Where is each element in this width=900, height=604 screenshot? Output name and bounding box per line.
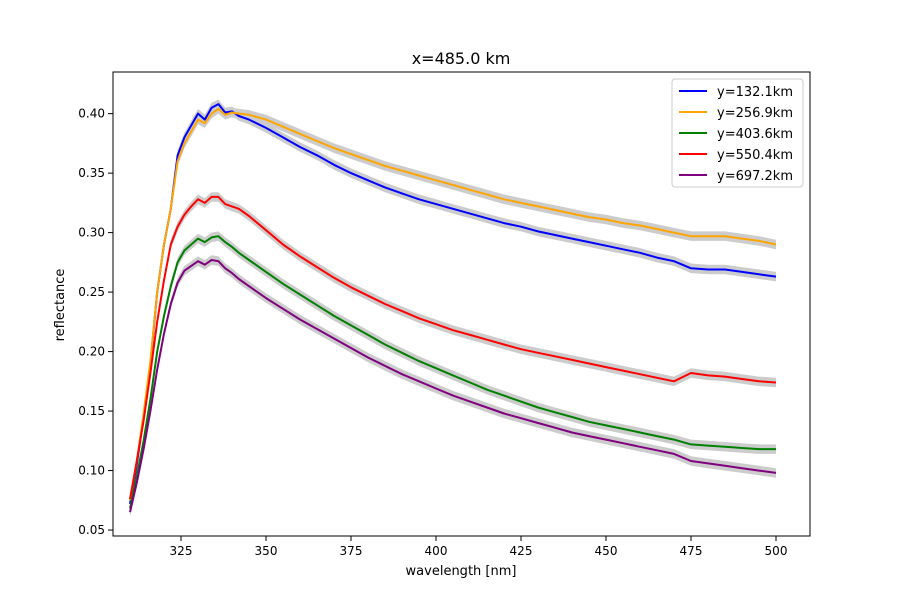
- x-tick-label: 475: [680, 544, 703, 558]
- plot-frame: [112, 71, 811, 537]
- series-line-2: [129, 107, 777, 501]
- x-tick-label: 500: [765, 544, 788, 558]
- y-tick-label: 0.25: [78, 285, 105, 299]
- x-tick-label: 400: [425, 544, 448, 558]
- series-line-1: [129, 103, 777, 505]
- x-tick-label: 350: [255, 544, 278, 558]
- y-axis-ticks: 0.05 0.10 0.15 0.20 0.25 0.30 0.35 0.40: [78, 107, 113, 537]
- legend-label: y=403.6km: [717, 127, 793, 142]
- series-line-5: [129, 259, 777, 513]
- y-tick-label: 0.15: [78, 404, 105, 418]
- y-tick-label: 0.35: [78, 166, 105, 180]
- x-axis-ticks: 325 350 375 400 425 450 475 500: [170, 536, 788, 558]
- y-axis-label: reflectance: [53, 269, 68, 342]
- series-line-3: [129, 235, 776, 509]
- legend: y=132.1km y=256.9km y=403.6km y=550.4km y=69…: [671, 78, 804, 188]
- x-tick-label: 325: [170, 544, 193, 558]
- legend-label: y=550.4km: [717, 148, 793, 163]
- x-tick-label: 375: [340, 544, 363, 558]
- legend-label: y=256.9km: [717, 106, 793, 121]
- y-tick-label: 0.30: [78, 226, 105, 240]
- y-tick-label: 0.05: [78, 523, 105, 537]
- x-tick-label: 425: [510, 544, 533, 558]
- y-tick-label: 0.20: [78, 345, 105, 359]
- y-tick-label: 0.40: [78, 107, 105, 121]
- y-tick-label: 0.10: [78, 464, 105, 478]
- x-tick-label: 450: [595, 544, 618, 558]
- series-line-4: [129, 195, 777, 500]
- legend-label: y=697.2km: [717, 169, 793, 184]
- series-lines: [129, 103, 777, 513]
- chart-title: x=485.0 km: [412, 49, 511, 68]
- legend-label: y=132.1km: [717, 85, 793, 100]
- legend-box: [671, 78, 804, 188]
- x-axis-label: wavelength [nm]: [406, 564, 517, 579]
- uncertainty-band-3: [130, 231, 776, 514]
